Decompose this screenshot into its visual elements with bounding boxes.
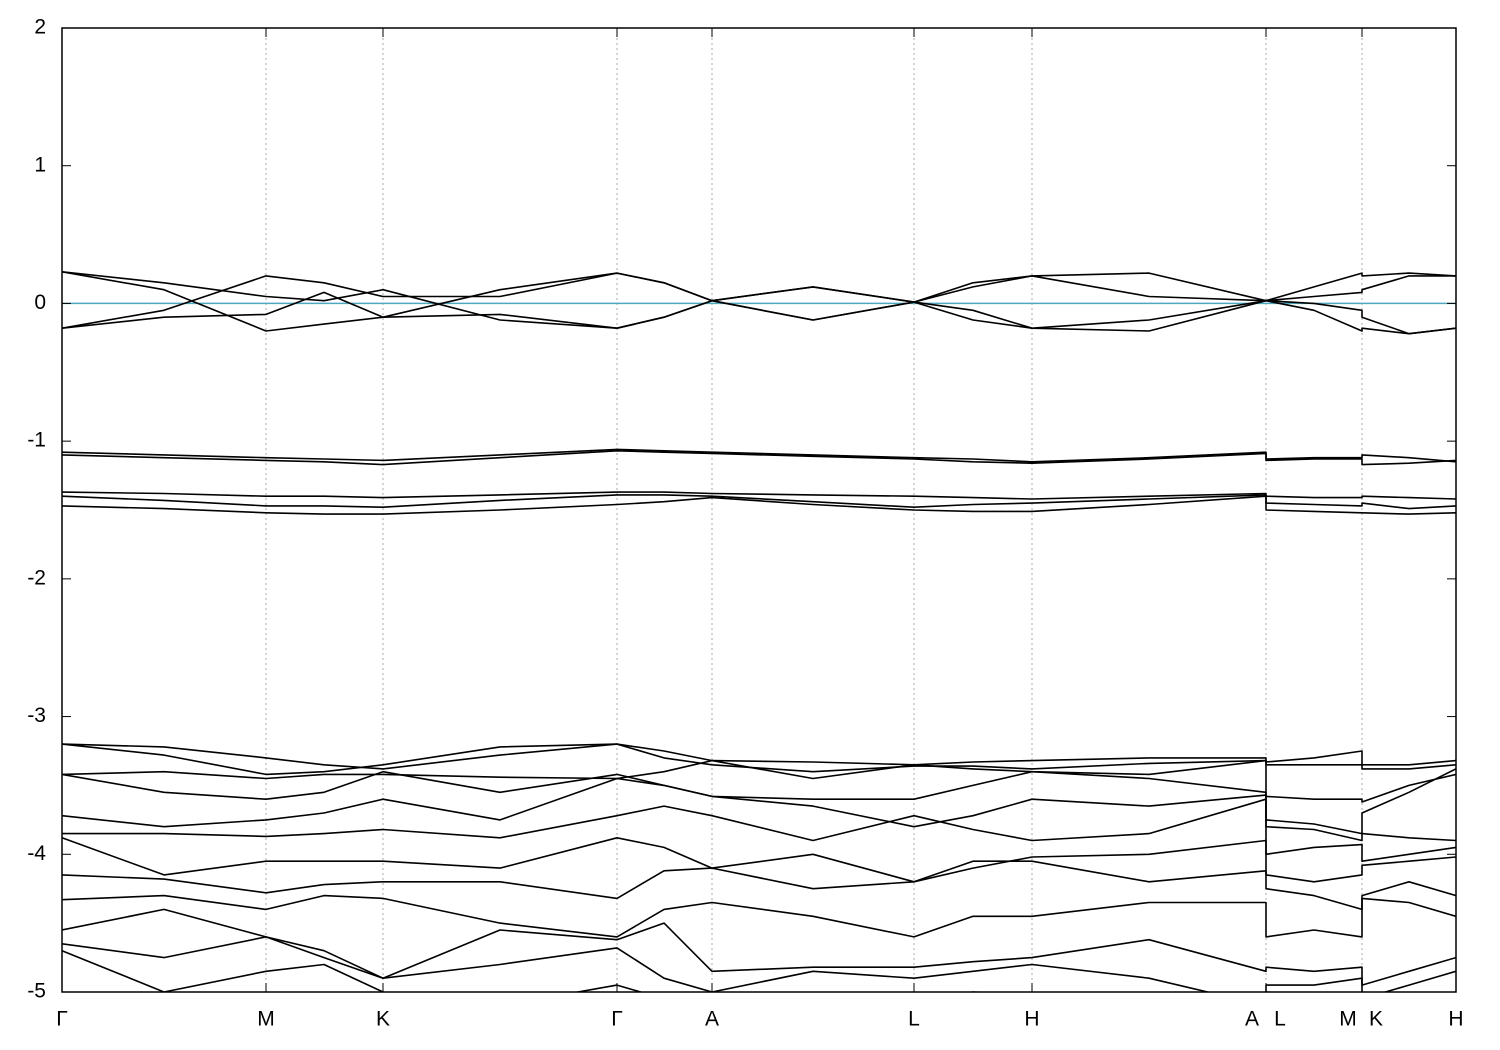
x-tick-label: M — [1339, 1008, 1357, 1031]
grid — [61, 28, 1457, 992]
y-tick-label: -2 — [27, 566, 46, 589]
x-tick-label: K — [376, 1008, 390, 1031]
band-line — [62, 837, 1456, 890]
band-line — [62, 291, 1456, 335]
y-tick-label: 1 — [34, 153, 46, 176]
band-line — [62, 491, 1456, 500]
y-tick-label: -4 — [27, 842, 46, 865]
x-tick-label: Γ — [611, 1008, 623, 1031]
y-tick-label: 2 — [34, 16, 46, 39]
band-line — [62, 936, 1456, 992]
band-line — [62, 448, 1456, 463]
band-line — [62, 271, 1456, 332]
band-line — [62, 798, 1456, 862]
band-line — [62, 908, 1456, 986]
band-line — [62, 777, 1456, 842]
y-tick-label: -5 — [27, 980, 46, 1003]
band-line — [62, 853, 1456, 911]
x-tick-label: H — [1448, 1008, 1463, 1031]
band-line — [62, 894, 1456, 938]
band-line — [62, 272, 1456, 329]
x-tick-label: H — [1024, 1008, 1039, 1031]
y-tick-label: -1 — [27, 429, 46, 452]
x-tick-label: A — [1245, 1008, 1259, 1031]
band-line — [62, 949, 1456, 992]
plot-area — [62, 271, 1456, 992]
band-line — [62, 743, 1456, 770]
band-line — [62, 743, 1456, 776]
band-line — [62, 759, 1456, 803]
x-tick-label: A — [705, 1008, 719, 1031]
band-line — [62, 494, 1456, 510]
x-tick-label: L — [908, 1008, 920, 1031]
y-tick-label: 0 — [34, 291, 46, 314]
x-tick-label: M — [257, 1008, 275, 1031]
plot-frame — [61, 27, 1457, 993]
x-tick-label: K — [1369, 1008, 1383, 1031]
y-tick-label: -3 — [27, 704, 46, 727]
band-line — [62, 495, 1456, 515]
band-line — [62, 768, 1456, 835]
x-tick-label: L — [1274, 1008, 1286, 1031]
x-tick-label: Γ — [56, 1008, 68, 1031]
band-line — [62, 450, 1456, 466]
